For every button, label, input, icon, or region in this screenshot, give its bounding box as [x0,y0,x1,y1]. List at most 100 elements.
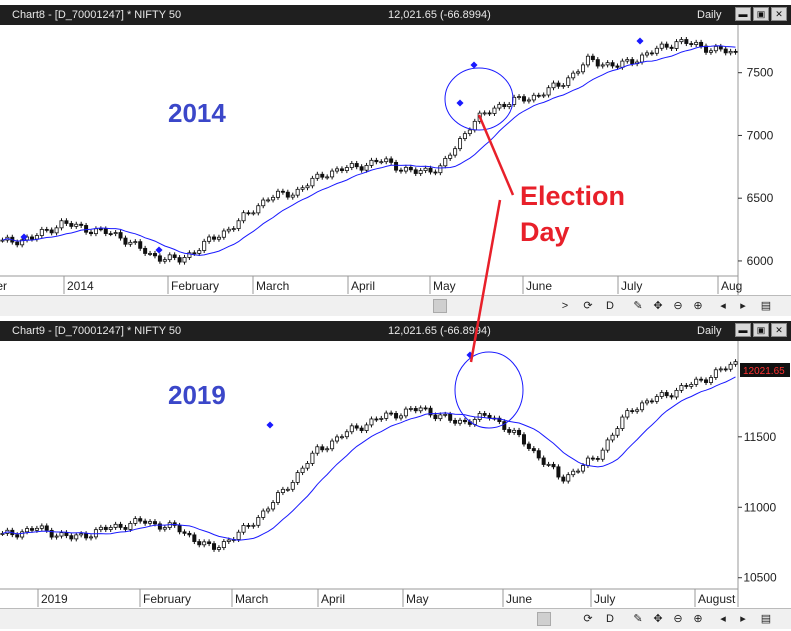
scrollbar-thumb[interactable] [433,299,447,313]
close-icon[interactable]: ✕ [771,7,787,21]
candle [280,488,285,493]
price-chart-2014[interactable]: 6000 6500 7000 7500 ember 2014 February March A… [0,25,791,295]
interval-label[interactable]: Daily [697,325,722,337]
refresh-icon[interactable]: ⟳ [583,300,593,312]
candle [403,166,408,172]
candle [197,250,202,254]
candle [148,521,153,524]
candle [630,59,635,65]
last-price-label: 12021.65 [743,366,785,377]
candle [590,457,595,460]
candle [566,77,571,86]
zoom-out-icon[interactable]: ⊖ [673,613,683,625]
candle [502,103,507,108]
moving-average-line [2,376,736,541]
interval-label[interactable]: Daily [697,9,722,21]
candle [251,524,256,527]
pan-icon[interactable]: ✥ [653,613,663,625]
zoom-in-icon[interactable]: ⊕ [693,300,703,312]
candle [152,521,157,525]
close-icon[interactable]: ✕ [771,323,787,337]
minimize-icon[interactable]: ▬ [735,323,751,337]
candle [625,410,630,418]
candle [89,231,94,235]
maximize-icon[interactable]: ▣ [753,7,769,21]
month-label: August [698,592,736,606]
month-label: April [351,279,375,293]
draw-mode-icon[interactable]: D [606,613,614,625]
draw-mode-icon[interactable]: D [606,300,614,312]
candle [438,414,443,420]
zoom-out-icon[interactable]: ⊖ [673,300,683,312]
candle [157,523,162,530]
candle [659,43,664,49]
candle [389,412,394,415]
candle [443,413,448,416]
data-table-icon[interactable]: ▤ [760,613,772,625]
signal-marker [20,233,28,241]
candle [654,396,659,402]
signal-marker [456,99,464,107]
step-right-icon[interactable]: ▸ [740,300,746,312]
refresh-icon[interactable]: ⟳ [583,613,593,625]
chart-window-title: Chart8 - [D_70001247] * NIFTY 50 [12,9,182,21]
candle [379,417,384,420]
step-right-icon[interactable]: ▸ [740,613,746,625]
pan-icon[interactable]: ✥ [653,300,663,312]
candle [89,536,94,539]
candle [167,254,172,261]
signal-marker [636,37,644,45]
y-tick-label: 6500 [747,191,774,205]
candle [713,46,718,52]
candle [536,450,541,459]
candle [556,466,561,478]
candle [728,363,733,370]
minimize-icon[interactable]: ▬ [735,7,751,21]
scrollbar-thumb[interactable] [537,612,551,626]
candle [448,154,453,159]
candle [649,52,654,55]
data-table-icon[interactable]: ▤ [760,300,772,312]
candle [300,187,305,190]
scroll-right-icon[interactable]: > [561,300,569,312]
candle [669,46,674,49]
candle [699,41,704,47]
candle [349,163,354,168]
chart-title-bar[interactable]: Chart9 - [D_70001247] * NIFTY 50 12,021.… [0,321,791,341]
pen-icon[interactable]: ✎ [633,300,643,312]
month-label: 2019 [41,592,68,606]
candle [526,99,531,102]
candle [339,436,344,439]
zoom-in-icon[interactable]: ⊕ [693,613,703,625]
month-label: March [235,592,268,606]
month-label: 2014 [67,279,94,293]
candle [261,199,266,207]
candle [704,379,709,383]
candle [571,470,576,476]
candle [261,510,266,518]
candle [34,527,39,531]
candle [275,190,280,198]
candle [408,166,413,171]
candle [74,534,79,540]
candle [590,55,595,61]
candle [413,408,418,412]
candle [93,228,98,235]
candle [374,159,379,163]
quote-readout: 12,021.65 (-66.8994) [388,9,491,21]
candle [103,228,108,234]
pen-icon[interactable]: ✎ [633,613,643,625]
chart-title-bar[interactable]: Chart8 - [D_70001247] * NIFTY 50 12,021.… [0,5,791,25]
candle [585,55,590,66]
candle [285,191,290,198]
candle [79,533,84,536]
candle [428,167,433,173]
maximize-icon[interactable]: ▣ [753,323,769,337]
candle [330,440,335,450]
candle [84,533,89,539]
step-left-icon[interactable]: ◂ [720,613,726,625]
candle [118,523,123,528]
step-left-icon[interactable]: ◂ [720,300,726,312]
candle [718,46,723,50]
